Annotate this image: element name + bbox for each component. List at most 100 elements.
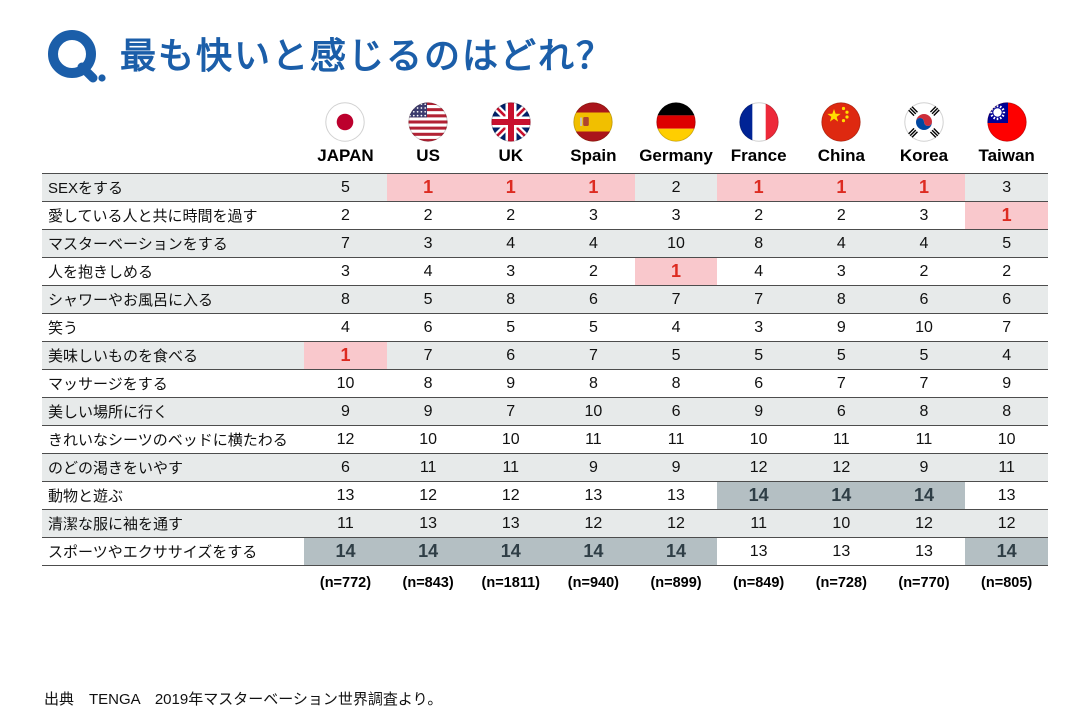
- rank-cell: 13: [469, 509, 553, 538]
- table-row: スポーツやエクササイズをする 14 14 14 14 14 13 13 13 14: [42, 537, 1048, 566]
- header-corner: [42, 96, 304, 145]
- rank-cell: 8: [304, 285, 387, 314]
- rank-cell: 2: [717, 201, 800, 230]
- rank-cell: 6: [304, 453, 387, 482]
- rank-cell: 4: [965, 341, 1048, 370]
- rank-cell: 1: [386, 173, 470, 202]
- rank-cell: 12: [304, 425, 387, 454]
- rank-cell: 5: [552, 313, 635, 342]
- row-label: 笑う: [42, 313, 305, 342]
- rank-cell: 3: [634, 201, 718, 230]
- row-label: スポーツやエクササイズをする: [42, 537, 305, 566]
- rank-cell: 3: [304, 257, 387, 286]
- table-row: 人を抱きしめる 3 4 3 2 1 4 3 2 2: [42, 257, 1048, 286]
- rank-cell: 8: [717, 229, 800, 258]
- rank-cell: 13: [965, 481, 1048, 510]
- country-header-taiwan: Taiwan: [978, 146, 1035, 165]
- rank-cell: 1: [634, 257, 718, 286]
- rank-cell: 14: [386, 537, 470, 566]
- rank-cell: 11: [634, 425, 718, 454]
- rank-cell: 4: [717, 257, 800, 286]
- rank-cell: 3: [882, 201, 966, 230]
- sample-size: (n=1811): [481, 575, 540, 591]
- flag-spain-icon: [552, 96, 635, 145]
- rank-cell: 2: [800, 201, 883, 230]
- sample-size: (n=849): [733, 575, 785, 591]
- rank-cell: 10: [552, 397, 635, 426]
- rank-cell: 14: [800, 481, 883, 510]
- rank-cell: 9: [386, 397, 470, 426]
- rank-cell: 4: [882, 229, 966, 258]
- country-header-japan: JAPAN: [317, 146, 374, 165]
- rank-cell: 14: [882, 481, 966, 510]
- rank-cell: 5: [634, 341, 718, 370]
- rank-cell: 4: [304, 313, 387, 342]
- rank-cell: 4: [552, 229, 635, 258]
- table-row: 笑う 4 6 5 5 4 3 9 10 7: [42, 313, 1048, 342]
- rank-cell: 11: [800, 425, 883, 454]
- rank-cell: 5: [800, 341, 883, 370]
- rank-cell: 2: [386, 201, 470, 230]
- rank-cell: 14: [469, 537, 553, 566]
- rank-cell: 11: [552, 425, 635, 454]
- rank-cell: 2: [882, 257, 966, 286]
- country-header-germany: Germany: [639, 146, 713, 165]
- rank-cell: 6: [552, 285, 635, 314]
- rank-cell: 3: [717, 313, 800, 342]
- table-row: 清潔な服に袖を通す 11 13 13 12 12 11 10 12 12: [42, 509, 1048, 538]
- rank-cell: 6: [882, 285, 966, 314]
- table-row: のどの渇きをいやす 6 11 11 9 9 12 12 9 11: [42, 453, 1048, 482]
- table-row: 美しい場所に行く 9 9 7 10 6 9 6 8 8: [42, 397, 1048, 426]
- table-row: 動物と遊ぶ 13 12 12 13 13 14 14 14 13: [42, 481, 1048, 510]
- country-header-spain: Spain: [570, 146, 617, 165]
- rank-cell: 4: [469, 229, 553, 258]
- rank-cell: 11: [304, 509, 387, 538]
- row-label: マッサージをする: [42, 369, 305, 398]
- rank-cell: 9: [882, 453, 966, 482]
- row-label: きれいなシーツのベッドに横たわる: [42, 425, 305, 454]
- rank-cell: 5: [386, 285, 470, 314]
- source-note: 出典 TENGA 2019年マスターベーション世界調査より。: [44, 691, 443, 708]
- rank-cell: 12: [800, 453, 883, 482]
- rank-cell: 14: [717, 481, 800, 510]
- rank-cell: 9: [800, 313, 883, 342]
- page-title: 最も快いと感じるのはどれ？: [120, 35, 615, 77]
- flag-china-icon: [800, 96, 883, 145]
- table-row: SEXをする 5 1 1 1 2 1 1 1 3: [42, 173, 1048, 202]
- sample-size: (n=728): [815, 575, 867, 591]
- rank-cell: 13: [717, 537, 800, 566]
- rank-cell: 13: [800, 537, 883, 566]
- row-label: シャワーやお風呂に入る: [42, 285, 305, 314]
- table-row: マスターベーションをする 7 3 4 4 10 8 4 4 5: [42, 229, 1048, 258]
- rank-cell: 12: [552, 509, 635, 538]
- rank-cell: 6: [965, 285, 1048, 314]
- rank-cell: 13: [386, 509, 470, 538]
- flag-taiwan-icon: [965, 96, 1048, 145]
- rank-cell: 12: [965, 509, 1048, 538]
- rank-cell: 14: [965, 537, 1048, 566]
- rank-cell: 5: [469, 313, 553, 342]
- rank-cell: 5: [965, 229, 1048, 258]
- row-label: 人を抱きしめる: [42, 257, 305, 286]
- rank-cell: 12: [717, 453, 800, 482]
- rank-cell: 1: [800, 173, 883, 202]
- rank-cell: 6: [386, 313, 470, 342]
- rank-cell: 6: [469, 341, 553, 370]
- country-header-uk: UK: [498, 146, 524, 165]
- flag-japan-icon: [304, 96, 387, 145]
- rank-cell: 11: [717, 509, 800, 538]
- table-row: シャワーやお風呂に入る 8 5 8 6 7 7 8 6 6: [42, 285, 1048, 314]
- row-label: 清潔な服に袖を通す: [42, 509, 305, 538]
- sample-size: (n=940): [567, 575, 619, 591]
- rank-cell: 11: [469, 453, 553, 482]
- rank-cell: 1: [469, 173, 553, 202]
- rank-cell: 8: [634, 369, 718, 398]
- row-label: SEXをする: [42, 173, 305, 202]
- rank-cell: 1: [304, 341, 387, 370]
- flag-germany-icon: [635, 96, 718, 145]
- rank-cell: 12: [469, 481, 553, 510]
- rank-cell: 10: [882, 313, 966, 342]
- rank-cell: 11: [882, 425, 966, 454]
- rank-cell: 8: [965, 397, 1048, 426]
